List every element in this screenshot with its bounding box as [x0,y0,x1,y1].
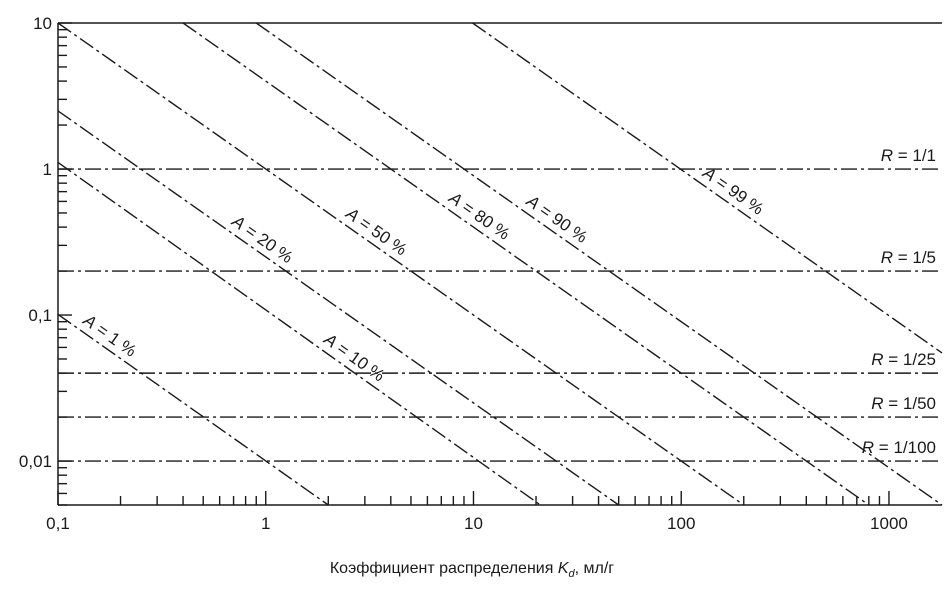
x-axis-label-prefix: Коэффициент распределения [329,560,558,577]
y-tick-label-0: 10 [33,14,52,33]
x-tick-label-0: 0,1 [46,514,70,533]
ratio-line-label-1: R = 1/5 [881,248,936,267]
series-label-6: A = 99 % [699,163,768,219]
x-tick-label-1: 1 [261,514,270,533]
ratio-line-label-0: R = 1/1 [881,146,936,165]
ratio-line-label-2: R = 1/25 [871,350,936,369]
y-tick-label-1: 1 [43,160,52,179]
series-label-2: A = 20 % [228,211,297,267]
chart-svg: R = 1/1R = 1/5R = 1/25R = 1/50R = 1/100 … [19,14,943,533]
series-line-1 [57,161,541,506]
x-tick-label-3: 100 [667,514,695,533]
series-label-1: A = 10 % [320,329,388,385]
x-axis-label: Коэффициент распределения Kd, мл/г [0,560,944,580]
ratio-lines: R = 1/1 R = 1/5 R = 1/25 R = 1/50 R = 1/100 [58,146,942,462]
x-axis-label-suffix: , мл/г [574,560,615,577]
series-line-2 [57,110,620,506]
x-tick-label-2: 10 [464,514,483,533]
series-line-4 [182,22,870,506]
x-axis-label-symbol: K [557,560,569,577]
ratio-line-label-4: R = 1/100 [862,438,936,457]
plot-frame [57,22,942,506]
y-tick-label-2: 0,1 [28,306,52,325]
axis-tick-labels: 0,1 1 10 100 1000 10 1 0,1 0,01 [19,14,908,533]
ratio-line-label-3: R = 1/50 [871,394,936,413]
series-label-3: A = 50 % [342,203,411,259]
y-tick-label-3: 0,01 [19,452,52,471]
series-label-5: A = 90 % [522,191,591,247]
series-line-5 [255,22,943,506]
x-tick-label-4: 1000 [870,514,908,533]
series-lines: A = 1 % A = 10 %A = 20 %A = 50 %A = 80 % A… [57,22,943,506]
series-line-3 [57,22,745,506]
axis-ticks [57,22,890,506]
x-axis-label-subscript: d [568,568,575,581]
series-line-0 [57,313,329,506]
series-line-6 [472,22,943,354]
